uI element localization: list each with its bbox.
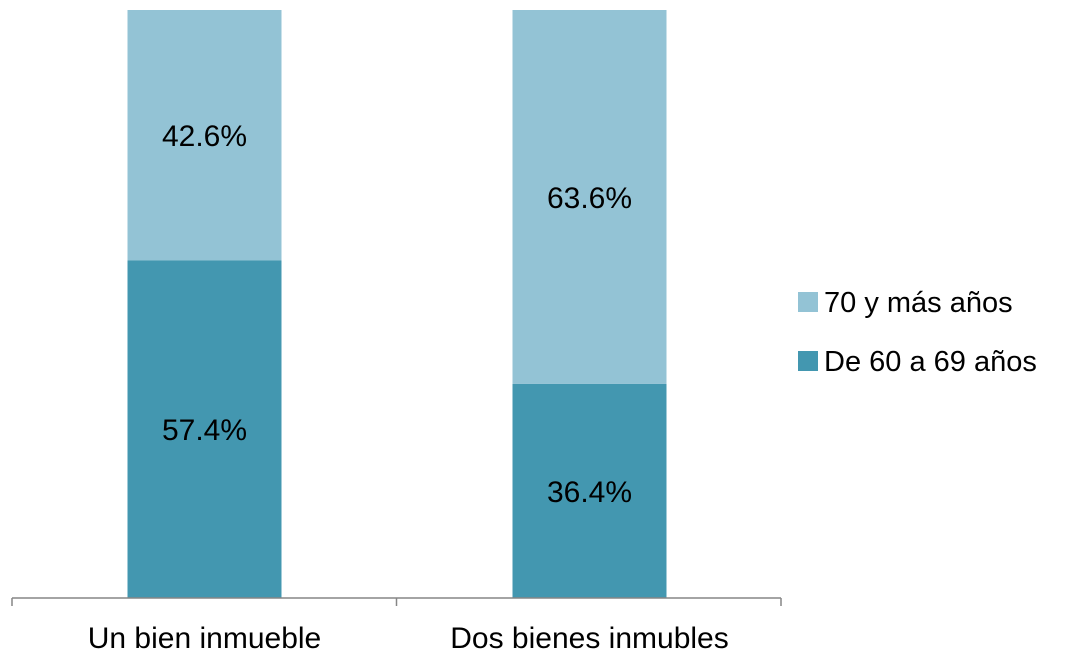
data-label: 63.6%	[547, 182, 632, 215]
bar-segment	[512, 10, 667, 384]
bar-segment	[127, 260, 282, 598]
category-labels-group: Un bien inmueble Dos bienes inmubles	[88, 622, 729, 654]
bars-group	[127, 10, 667, 598]
category-label: Un bien inmueble	[88, 622, 321, 654]
category-label: Dos bienes inmubles	[450, 622, 728, 654]
data-labels-group: 57.4% 42.6% 36.4% 63.6%	[162, 120, 632, 509]
bar-segment	[127, 10, 282, 261]
legend: 70 y más años De 60 a 69 años	[798, 287, 1037, 378]
data-label: 57.4%	[162, 414, 247, 447]
legend-swatch	[798, 351, 818, 371]
data-label: 42.6%	[162, 120, 247, 153]
data-label: 36.4%	[547, 476, 632, 509]
x-axis	[11, 597, 782, 606]
legend-label: 70 y más años	[824, 287, 1013, 319]
legend-swatch	[798, 292, 818, 312]
bar-segment	[512, 383, 667, 598]
legend-label: De 60 a 69 años	[824, 346, 1037, 378]
